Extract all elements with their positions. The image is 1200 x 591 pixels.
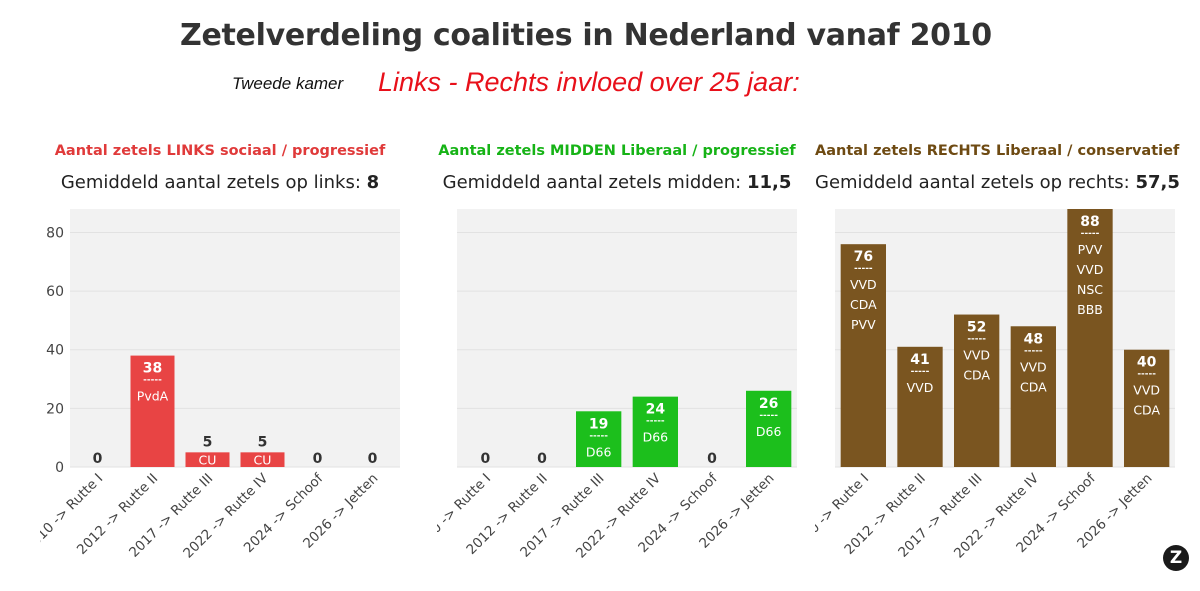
bar xyxy=(897,346,943,467)
bar-party-label: D66 xyxy=(586,444,612,459)
bar-party-label: PvdA xyxy=(137,389,169,404)
bar-party-label: CDA xyxy=(1133,403,1160,418)
bar-value-label: 52 xyxy=(967,320,986,336)
bar-separator: ----- xyxy=(1024,346,1043,356)
middle-panel-average: Gemiddeld aantal zetels midden: 11,5 xyxy=(437,172,797,193)
bar-party-label: PVV xyxy=(1078,242,1103,257)
chart-tagline: Links - Rechts invloed over 25 jaar: xyxy=(378,67,800,97)
plot-background xyxy=(70,209,400,467)
bar-party-label: D66 xyxy=(756,424,782,439)
bar-party-label: VVD xyxy=(907,380,934,395)
bar xyxy=(1010,326,1056,467)
middle-panel-average-label: Gemiddeld aantal zetels midden: xyxy=(442,172,747,193)
bar-value-label: 0 xyxy=(93,451,103,467)
bar-party-label: VVD xyxy=(963,348,990,363)
bar-separator: ----- xyxy=(143,376,162,386)
right-panel-average-value: 57,5 xyxy=(1135,172,1180,193)
left-panel: Aantal zetels LINKS sociaal / progressie… xyxy=(40,0,400,591)
bar xyxy=(576,411,622,467)
bar-party-label: VVD xyxy=(1020,359,1047,374)
y-tick-label: 0 xyxy=(55,460,64,476)
bar-separator: ----- xyxy=(854,264,873,274)
bar-value-label: 0 xyxy=(480,451,490,467)
bar-separator: ----- xyxy=(589,431,608,441)
y-tick-label: 40 xyxy=(46,343,64,359)
bar-party-label: VVD xyxy=(1133,383,1160,398)
bar xyxy=(185,452,230,467)
bar-value-label: 0 xyxy=(313,451,323,467)
middle-panel-heading: Aantal zetels MIDDEN Liberaal / progress… xyxy=(438,143,796,159)
bar-separator: ----- xyxy=(911,367,930,377)
bar-value-label: 41 xyxy=(910,352,929,368)
bar-party-label: D66 xyxy=(643,430,669,445)
bar-value-label: 0 xyxy=(537,451,547,467)
bar-party-label: CDA xyxy=(850,297,877,312)
y-tick-label: 80 xyxy=(46,225,64,241)
bar-value-label: 24 xyxy=(646,402,666,418)
right-panel-heading: Aantal zetels RECHTS Liberaal / conserva… xyxy=(815,143,1180,159)
y-tick-label: 60 xyxy=(46,284,64,300)
bar-value-label: 38 xyxy=(143,361,162,377)
bar xyxy=(1067,209,1113,467)
bar-value-label: 5 xyxy=(203,434,213,450)
bar-party-label: CDA xyxy=(963,368,990,383)
bar xyxy=(632,396,678,467)
plot-background xyxy=(457,209,797,467)
bar-party-label: VVD xyxy=(850,277,877,292)
plot-background xyxy=(835,209,1175,467)
chart-title: Zetelverdeling coalities in Nederland va… xyxy=(180,18,992,53)
right-panel: Aantal zetels RECHTS Liberaal / conserva… xyxy=(815,0,1180,591)
bar-separator: ----- xyxy=(759,411,778,421)
bar xyxy=(130,355,175,467)
brand-logo: Z xyxy=(1163,545,1189,571)
right-panel-average: Gemiddeld aantal zetels op rechts: 57,5 xyxy=(815,172,1180,193)
bar-party-label: NSC xyxy=(1077,282,1103,297)
bar-separator: ----- xyxy=(1137,370,1156,380)
middle-panel-average-value: 11,5 xyxy=(746,172,792,193)
bar xyxy=(240,452,285,467)
bar-party-label: PVV xyxy=(851,317,876,332)
bar-value-label: 5 xyxy=(258,434,268,450)
bar-value-label: 0 xyxy=(707,451,717,467)
bar-separator: ----- xyxy=(646,417,665,427)
bar xyxy=(746,390,792,467)
chart-subtitle: Tweede kamer xyxy=(232,74,344,93)
bar-party-label: CU xyxy=(254,452,272,467)
middle-panel: Aantal zetels MIDDEN Liberaal / progress… xyxy=(437,0,797,591)
bar-value-label: 0 xyxy=(368,451,378,467)
bar-value-label: 19 xyxy=(589,416,608,432)
y-tick-label: 20 xyxy=(46,401,64,417)
bar-value-label: 88 xyxy=(1080,214,1099,230)
bar xyxy=(1124,349,1170,467)
bar-value-label: 76 xyxy=(854,249,873,265)
bar-value-label: 48 xyxy=(1024,331,1043,347)
left-panel-average: Gemiddeld aantal zetels op links: 8 xyxy=(40,172,400,193)
bar-value-label: 40 xyxy=(1137,355,1157,371)
left-panel-average-label: Gemiddeld aantal zetels op links: xyxy=(60,172,367,193)
right-panel-average-label: Gemiddeld aantal zetels op rechts: xyxy=(815,172,1136,193)
bar-separator: ----- xyxy=(967,335,986,345)
left-panel-heading: Aantal zetels LINKS sociaal / progressie… xyxy=(54,143,386,159)
bar-party-label: VVD xyxy=(1077,262,1104,277)
bar xyxy=(954,314,1000,467)
bar-separator: ----- xyxy=(1081,229,1100,239)
bar-party-label: BBB xyxy=(1077,302,1103,317)
bar-value-label: 26 xyxy=(759,396,778,412)
bar-party-label: CU xyxy=(199,452,217,467)
bar-party-label: CDA xyxy=(1020,379,1047,394)
left-panel-average-value: 8 xyxy=(366,172,380,193)
bar xyxy=(840,244,886,467)
